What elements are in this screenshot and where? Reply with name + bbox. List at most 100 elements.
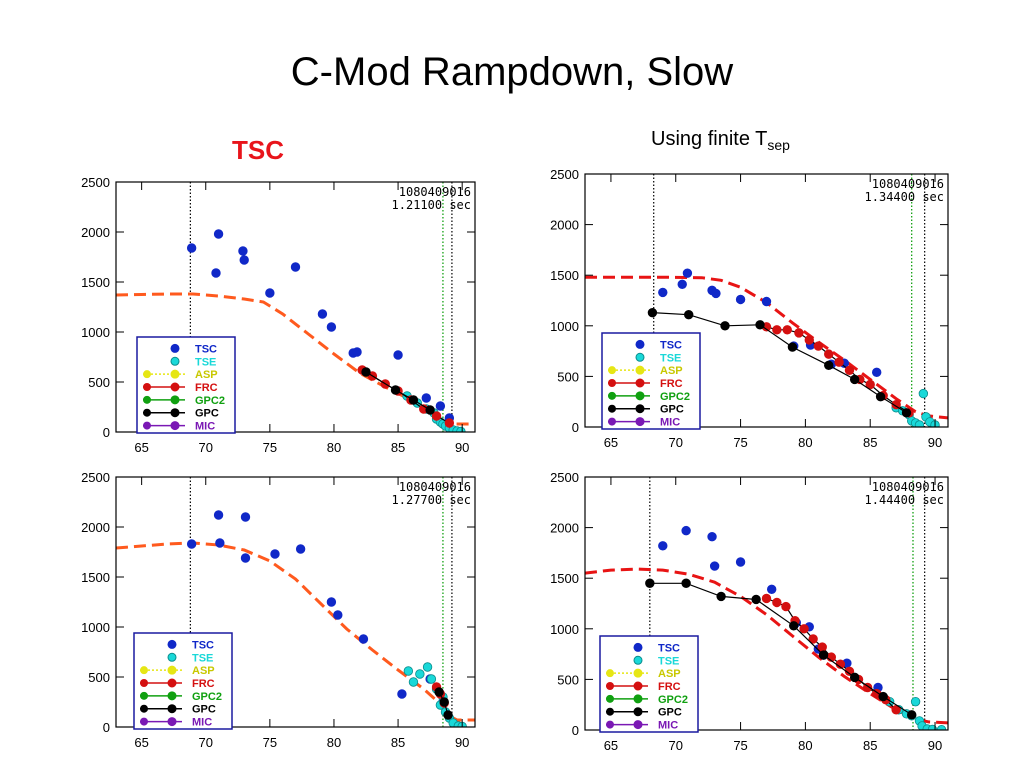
chart-bottom-right-frc-point-0 bbox=[761, 593, 772, 604]
chart-bottom-right-legend-marker-left-gpc bbox=[606, 707, 614, 716]
chart-top-left-frame bbox=[115, 181, 476, 433]
chart-bottom-right-tse-point-4 bbox=[910, 696, 921, 707]
chart-top-right-frc-point-6 bbox=[824, 349, 834, 359]
chart-bottom-right-legend-label-tse: TSE bbox=[658, 655, 679, 667]
chart-bottom-right-frc-point-1 bbox=[772, 597, 782, 608]
chart-bottom-left-legend-marker-gpc2 bbox=[167, 691, 177, 701]
chart-bottom-right-tsc-point-2 bbox=[707, 532, 717, 542]
chart-top-right-gpc-point-0 bbox=[647, 307, 658, 318]
chart-top-right-xtick-label-80: 80 bbox=[798, 435, 812, 450]
chart-bottom-right-legend-label-tsc: TSC bbox=[658, 642, 680, 654]
chart-bottom-right-xtick-label-80: 80 bbox=[798, 738, 812, 753]
chart-bottom-left-tsc-point-6 bbox=[295, 544, 306, 554]
chart-bottom-left-gpc-point-2 bbox=[443, 710, 453, 720]
chart-bottom-left-tsc-point-7 bbox=[326, 597, 337, 607]
chart-bottom-right-legend-label-frc: FRC bbox=[658, 681, 681, 693]
chart-top-left-gpc-point-1 bbox=[390, 385, 401, 395]
chart-bottom-left-ytick-label-1500: 1500 bbox=[81, 570, 110, 585]
chart-bottom-right-tsc-point-5 bbox=[766, 584, 777, 595]
chart-top-left-legend-marker-left-gpc2 bbox=[143, 395, 151, 404]
chart-top-right-gpc-point-1 bbox=[684, 309, 694, 320]
chart-top-left-tsc-point-0 bbox=[186, 243, 197, 253]
chart-top-left-tsc-point-10 bbox=[352, 347, 362, 357]
chart-bottom-right-gpc-point-6 bbox=[849, 672, 860, 683]
chart-bottom-right-frc-point-6 bbox=[817, 642, 827, 652]
chart-top-left-frc-point-7 bbox=[444, 418, 455, 428]
chart-top-right-time-label: 1.34400 sec bbox=[865, 190, 944, 204]
chart-bottom-right-xtick-label-65: 65 bbox=[604, 738, 618, 753]
chart-top-left-legend-marker-asp bbox=[170, 369, 180, 379]
chart-top-left-legend-marker-tsc bbox=[170, 343, 180, 353]
chart-bottom-right-frc-point-5 bbox=[808, 634, 818, 644]
chart-top-left-legend-marker-gpc2 bbox=[170, 395, 180, 405]
chart-top-left-tsc-point-11 bbox=[393, 350, 403, 360]
chart-top-right-frc-point-7 bbox=[834, 357, 844, 367]
chart-bottom-right-gpc-point-0 bbox=[645, 578, 655, 588]
chart-top-right-shot-number: 1080409016 bbox=[872, 177, 944, 191]
chart-top-right-legend-label-mic: MIC bbox=[660, 417, 680, 429]
chart-bottom-right-legend-marker-left-mic bbox=[606, 720, 614, 729]
chart-bottom-left-legend-marker-gpc bbox=[167, 704, 177, 714]
chart-top-left-legend-marker-left-asp bbox=[143, 370, 151, 379]
chart-bottom-right-tsc-point-3 bbox=[709, 561, 720, 571]
chart-top-right-legend-marker-gpc bbox=[635, 404, 645, 414]
chart-bottom-right-legend-label-asp: ASP bbox=[658, 668, 681, 680]
chart-bottom-right-frc-point-2 bbox=[781, 601, 791, 612]
chart-top-left-tsc-point-13 bbox=[435, 401, 446, 411]
chart-bottom-left-ytick-label-1000: 1000 bbox=[81, 620, 110, 635]
chart-top-right-xtick-label-65: 65 bbox=[604, 435, 618, 450]
chart-bottom-left-tse-point-2 bbox=[415, 669, 425, 679]
chart-top-left-tsc-point-3 bbox=[238, 246, 248, 256]
chart-top-right-legend-label-tse: TSE bbox=[660, 352, 681, 364]
chart-top-right-legend-label-frc: FRC bbox=[660, 378, 683, 390]
chart-bottom-right-legend-marker-left-asp bbox=[606, 669, 614, 678]
chart-top-left-tsc-point-6 bbox=[290, 262, 301, 272]
chart-top-right-tsc-point-1 bbox=[677, 279, 687, 290]
chart-top-right-legend-marker-left-gpc bbox=[608, 404, 616, 413]
chart-top-right-tse-point-5 bbox=[914, 420, 925, 427]
chart-bottom-left-legend-marker-tse bbox=[167, 652, 177, 662]
chart-top-left-time-label: 1.21100 sec bbox=[392, 198, 471, 212]
chart-top-left-legend-label-gpc2: GPC2 bbox=[195, 395, 225, 407]
chart-bottom-right-ytick-label-2500: 2500 bbox=[550, 470, 579, 485]
chart-bottom-left-shot-number: 1080409016 bbox=[399, 480, 471, 494]
chart-bottom-left-tsc-point-2 bbox=[215, 538, 225, 548]
chart-bottom-right-ytick-label-1000: 1000 bbox=[550, 622, 579, 637]
chart-bottom-left-frame bbox=[115, 476, 476, 728]
chart-bottom-left-tse-point-3 bbox=[422, 662, 433, 672]
chart-top-right-tsc-point-2 bbox=[682, 268, 693, 278]
chart-top-left-legend-marker-left-gpc bbox=[143, 408, 151, 417]
chart-top-left-legend-box bbox=[136, 336, 236, 434]
chart-top-right-xtick-label-70: 70 bbox=[669, 435, 683, 450]
chart-bottom-left-legend-marker-frc bbox=[167, 678, 177, 688]
chart-top-right-xtick-label-75: 75 bbox=[733, 435, 747, 450]
chart-top-left-xtick-label-65: 65 bbox=[134, 440, 148, 455]
chart-top-left-legend-label-gpc: GPC bbox=[195, 408, 219, 420]
chart-bottom-right-ytick-label-2000: 2000 bbox=[550, 521, 579, 536]
chart-bottom-right-legend-marker-left-frc bbox=[606, 682, 614, 690]
chart-top-left-legend-label-tsc: TSC bbox=[195, 343, 217, 355]
chart-bottom-left-xtick-label-75: 75 bbox=[263, 735, 277, 750]
chart-top-left-tsc-point-4 bbox=[239, 255, 249, 265]
chart-top-left-ytick-label-500: 500 bbox=[88, 375, 110, 390]
chart-bottom-right-legend-marker-gpc bbox=[633, 707, 643, 717]
chart-top-right-legend-marker-tse bbox=[635, 352, 645, 362]
chart-top-right-gpc-point-4 bbox=[787, 342, 798, 352]
chart-top-left-gpc-line bbox=[365, 371, 431, 411]
chart-bottom-left-tse-point-1 bbox=[408, 677, 419, 687]
chart-top-left-xtick-label-75: 75 bbox=[263, 440, 277, 455]
chart-bottom-right-ytick-label-500: 500 bbox=[557, 672, 579, 687]
chart-bottom-right-frame bbox=[584, 476, 949, 731]
chart-top-left-legend-marker-left-frc bbox=[143, 383, 151, 391]
chart-top-right-legend-marker-left-mic bbox=[608, 417, 616, 426]
chart-bottom-left-legend-marker-left-gpc2 bbox=[140, 691, 148, 700]
chart-bottom-left-xtick-label-70: 70 bbox=[199, 735, 213, 750]
chart-top-right-legend-marker-left-gpc2 bbox=[608, 391, 616, 400]
chart-top-right-xtick-label-90: 90 bbox=[928, 435, 942, 450]
chart-top-left-gpc-point-3 bbox=[425, 405, 435, 415]
chart-top-right-legend-marker-tsc bbox=[635, 339, 645, 349]
chart-top-right-frame bbox=[584, 173, 949, 428]
chart-top-left-legend-marker-gpc bbox=[170, 408, 180, 418]
chart-bottom-left-tsc-point-3 bbox=[240, 512, 251, 522]
chart-top-left-shot-number: 1080409016 bbox=[399, 185, 471, 199]
